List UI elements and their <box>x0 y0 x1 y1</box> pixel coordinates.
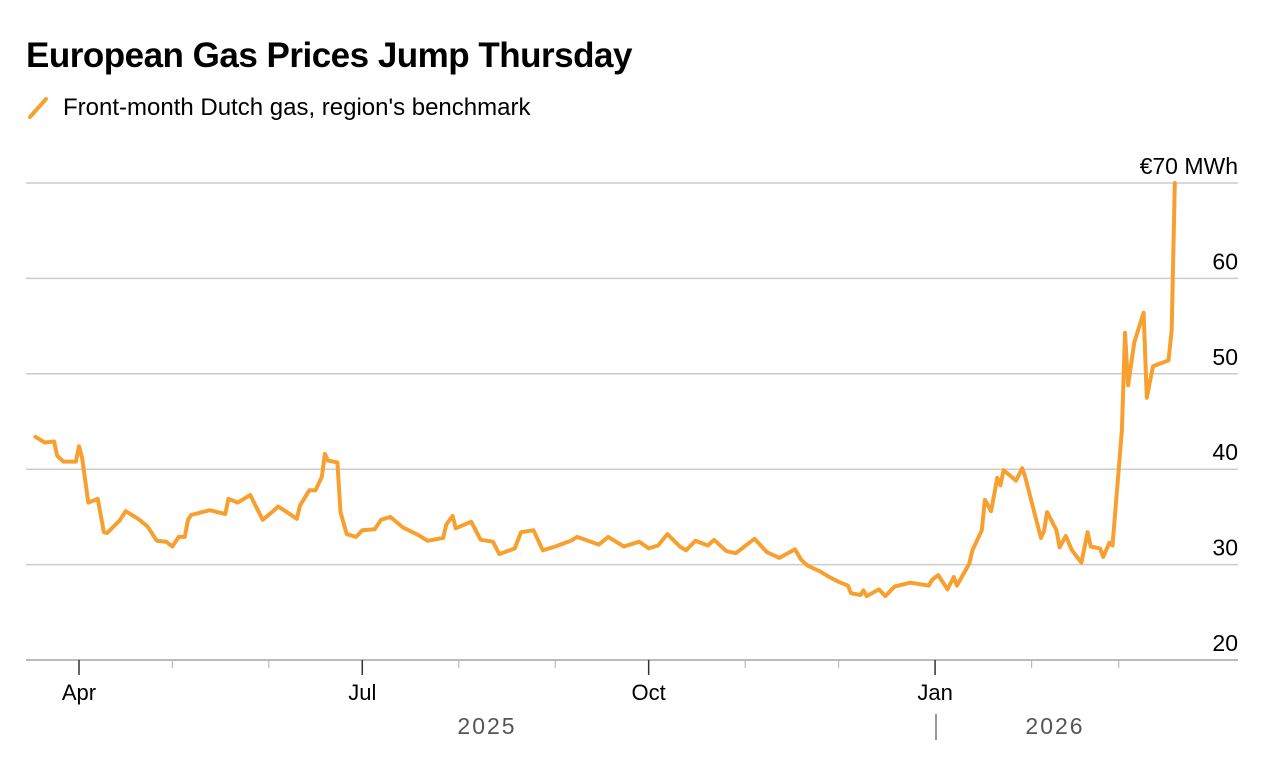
y-tick-label: 30 <box>1212 535 1238 561</box>
legend-label: Front-month Dutch gas, region's benchmar… <box>63 94 531 121</box>
y-tick-label: €70 MWh <box>1140 153 1238 179</box>
y-tick-label: 40 <box>1212 439 1238 465</box>
x-tick-label: Apr <box>62 680 96 705</box>
legend: Front-month Dutch gas, region's benchmar… <box>26 94 530 122</box>
chart-title: European Gas Prices Jump Thursday <box>26 36 632 75</box>
y-tick-label: 20 <box>1212 630 1238 656</box>
year-label-2026: 2026 <box>1025 713 1084 739</box>
series-line <box>33 181 1177 599</box>
x-tick-label: Jul <box>348 680 376 705</box>
y-tick-label: 60 <box>1212 248 1238 274</box>
year-label-2025: 2025 <box>457 713 516 739</box>
y-tick-label: 50 <box>1212 344 1238 370</box>
x-tick-label: Oct <box>632 680 666 705</box>
legend-swatch-icon <box>28 97 48 119</box>
x-tick-label: Jan <box>917 680 952 705</box>
